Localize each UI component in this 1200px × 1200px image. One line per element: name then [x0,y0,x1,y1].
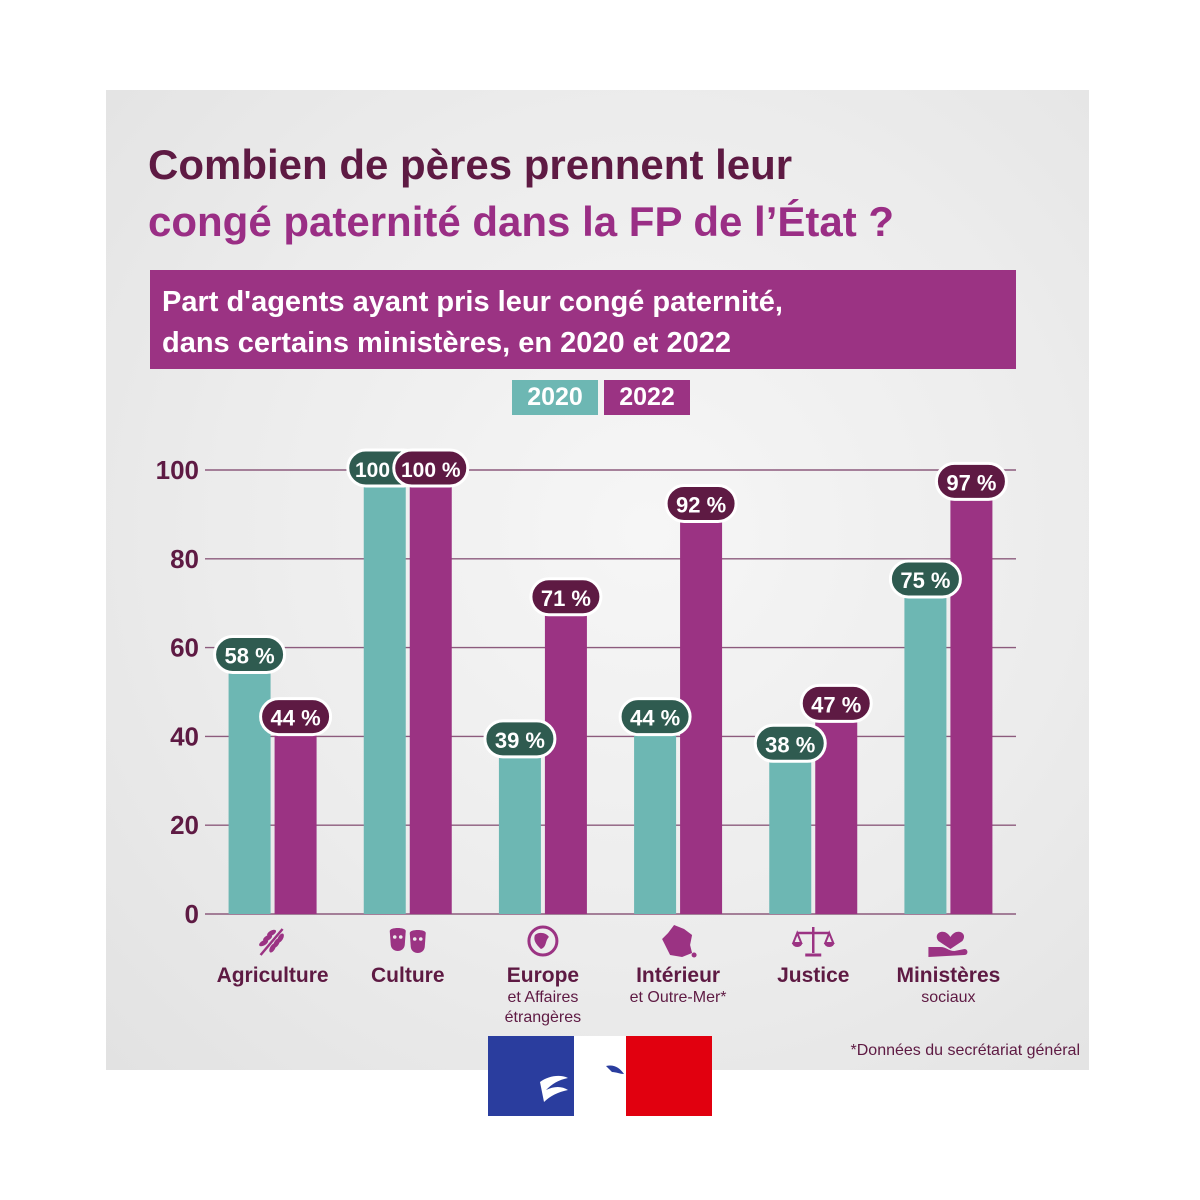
value-label-bg [888,559,962,599]
y-tick-label: 20 [170,810,199,840]
value-label-bg [213,634,287,674]
bar-2020 [904,581,947,914]
category-sublabel: et Outre-Mer* [630,989,727,1006]
heart-hand-icon [928,931,968,957]
value-label: 75 % [900,568,950,593]
subtitle-line-1: Part d'agents ayant pris leur congé pate… [162,286,783,318]
value-label-bg [618,697,692,737]
value-label: 39 % [495,728,545,753]
title-line-2: congé paternité dans la FP de l’État ? [148,198,895,245]
category-label: Europe [507,964,579,987]
footnote: *Données du secrétariat général [850,1042,1080,1059]
value-label-bg [483,719,557,759]
value-label: 97 % [946,470,996,495]
bar-2020 [363,470,406,914]
category-label: Intérieur [636,964,720,987]
value-label-bg [259,697,333,737]
category-label: Agriculture [217,964,329,987]
category-label: Justice [777,964,849,987]
bar-2020 [498,740,541,914]
bar-2020 [634,718,677,914]
category-sublabel: sociaux [921,989,975,1006]
value-label-bg [934,461,1008,501]
y-tick-label: 40 [170,721,199,751]
france-map-icon [662,925,697,958]
value-label: 71 % [541,586,591,611]
value-label: 100 % [401,459,461,482]
scales-icon [791,927,835,957]
value-label: 47 % [811,692,861,717]
value-label: 92 % [676,493,726,518]
wheat-icon [259,928,284,956]
value-label: 38 % [765,732,815,757]
globe-icon [527,925,559,957]
y-tick-label: 0 [185,899,199,929]
value-label: 58 % [225,643,275,668]
value-label: 44 % [271,706,321,731]
subtitle-banner: Part d'agents ayant pris leur congé pate… [150,270,1016,369]
value-label-bg [753,723,827,763]
category-sublabel: et Affaires [507,989,578,1006]
theater-masks-icon [389,928,426,953]
bar-2022 [544,598,587,914]
y-tick-label: 60 [170,633,199,663]
marianne-logo [488,1036,712,1116]
category-label: Culture [371,964,445,987]
value-label-bg [529,577,603,617]
value-label-bg [664,484,738,524]
category-sublabel: étrangères [505,1009,582,1026]
value-label-bg [799,683,873,723]
bar-2020 [769,745,812,914]
bar-2022 [409,470,452,914]
legend-2020: 2020 [512,380,598,415]
value-label-bg [392,448,470,488]
bar-2020 [228,656,271,914]
value-label: 44 % [630,706,680,731]
category-label: Ministères [896,964,1000,987]
legend-2022: 2022 [604,380,690,415]
y-tick-label: 100 [156,455,199,485]
title-line-1: Combien de pères prennent leur [148,141,793,188]
bar-2022 [274,718,317,914]
subtitle-line-2: dans certains ministères, en 2020 et 202… [162,327,732,359]
bar-2022 [950,483,993,914]
y-tick-label: 80 [170,544,199,574]
